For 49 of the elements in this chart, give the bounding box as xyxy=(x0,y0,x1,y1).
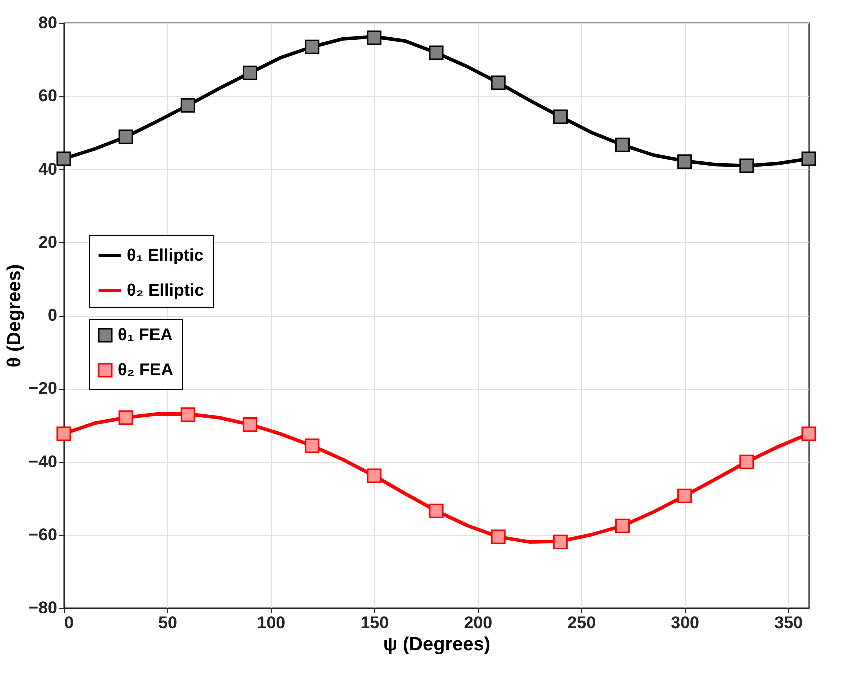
y-tick-label: 80 xyxy=(38,14,58,32)
point xyxy=(118,130,134,144)
point xyxy=(305,40,320,54)
point xyxy=(56,152,72,166)
point xyxy=(118,410,134,426)
point xyxy=(242,66,258,80)
y-tick-label: −80 xyxy=(28,598,58,618)
x-tick-label: 300 xyxy=(671,614,700,632)
point xyxy=(429,46,444,60)
point xyxy=(615,518,630,534)
point xyxy=(305,438,320,454)
point xyxy=(180,408,196,422)
y-axis-title: θ (Degrees) xyxy=(4,264,26,368)
x-tick-label: 100 xyxy=(257,614,286,632)
point xyxy=(678,154,692,170)
point xyxy=(367,30,382,46)
legend-label: θ₂ FEA xyxy=(118,360,174,380)
point xyxy=(740,158,754,174)
y-tick-label: 20 xyxy=(38,232,58,252)
point xyxy=(553,534,568,550)
x-tick-label: 350 xyxy=(774,614,803,632)
x-tick-label: 200 xyxy=(464,614,493,632)
y-tick-label: 40 xyxy=(38,160,58,179)
x-tick-label: 50 xyxy=(158,614,178,632)
x-tick-label: 150 xyxy=(360,614,390,632)
x-axis-title: ψ (Degrees) xyxy=(383,634,491,656)
x-tick-label: 250 xyxy=(568,614,596,632)
point xyxy=(802,426,816,442)
point xyxy=(491,76,506,90)
point xyxy=(56,426,72,442)
y-tick-label: −20 xyxy=(28,379,58,398)
y-tick-label: 60 xyxy=(38,86,58,106)
point xyxy=(491,530,506,544)
point xyxy=(740,454,754,470)
legend-label: θ₁ FEA xyxy=(118,326,173,344)
y-tick-label: −40 xyxy=(28,452,58,472)
point xyxy=(678,488,692,504)
y-tick-label: −60 xyxy=(28,525,58,544)
legend-label: θ₁ Elliptic xyxy=(127,246,204,265)
point xyxy=(367,468,382,484)
point xyxy=(615,138,630,152)
point xyxy=(553,110,568,124)
point xyxy=(429,504,444,518)
point xyxy=(802,152,816,166)
point xyxy=(180,98,196,113)
y-tick-label: 0 xyxy=(48,306,58,325)
x-tick-label: 0 xyxy=(64,614,74,632)
point xyxy=(242,418,258,432)
legend-label: θ₂ Elliptic xyxy=(127,281,204,300)
